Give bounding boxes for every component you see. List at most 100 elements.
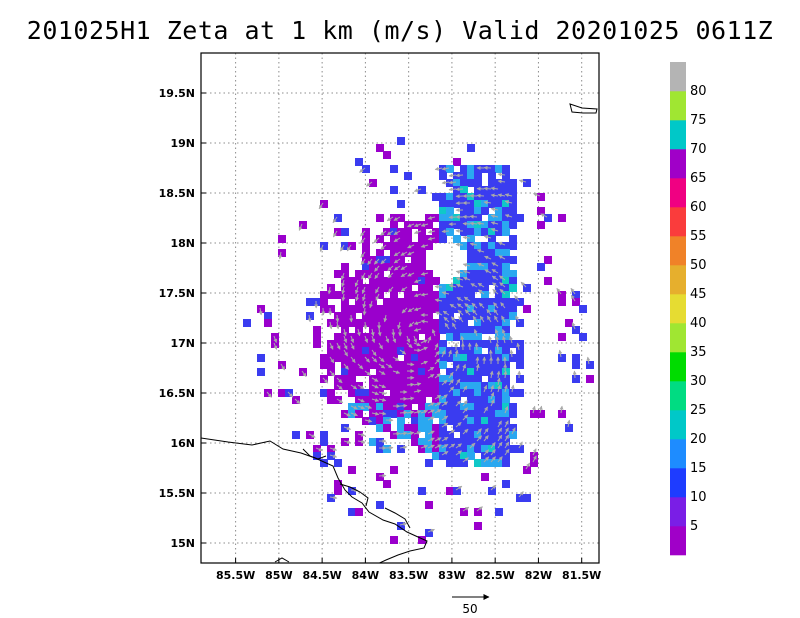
wind-vector <box>457 309 464 316</box>
wind-vector <box>374 265 380 272</box>
echo-cell <box>495 256 503 264</box>
wind-vector <box>393 230 401 236</box>
wind-vector <box>322 377 329 384</box>
wind-vector <box>490 186 499 191</box>
echo-cell <box>446 382 454 390</box>
echo-cell <box>453 389 461 397</box>
echo-cell <box>488 445 496 453</box>
echo-cell <box>432 396 440 404</box>
wind-vector <box>343 412 351 417</box>
wind-vector <box>335 321 340 330</box>
echo-cell <box>334 312 342 320</box>
echo-cell <box>383 403 391 411</box>
colorbar-swatch <box>670 62 686 92</box>
echo-cell <box>411 340 419 348</box>
echo-cell <box>509 424 517 432</box>
echo-cell <box>460 340 468 348</box>
echo-cell <box>404 403 412 411</box>
wind-vector <box>360 258 366 266</box>
echo-cell <box>467 256 475 264</box>
echo-cell <box>341 312 349 320</box>
echo-cell <box>334 354 342 362</box>
wind-vector <box>558 349 563 358</box>
echo-cell <box>432 319 440 327</box>
echo-cell <box>432 277 440 285</box>
wind-vector <box>462 385 468 393</box>
wind-vector <box>420 409 429 414</box>
echo-cell <box>474 179 482 187</box>
echo-cell <box>320 242 328 250</box>
wind-vector <box>434 408 442 414</box>
wind-vector <box>434 373 441 379</box>
echo-cell <box>509 431 517 439</box>
echo-cell <box>355 284 363 292</box>
echo-cell <box>425 312 433 320</box>
echo-cell <box>432 214 440 222</box>
echo-cell <box>495 417 503 425</box>
echo-cell <box>369 284 377 292</box>
echo-cell <box>537 410 545 418</box>
echo-cell <box>488 354 496 362</box>
echo-cell <box>474 340 482 348</box>
echo-cell <box>362 270 370 278</box>
wind-vector <box>373 258 380 265</box>
wind-vector <box>364 370 371 376</box>
echo-cell <box>383 445 391 453</box>
wind-vector <box>448 349 452 358</box>
wind-vector <box>463 276 471 281</box>
echo-cell <box>474 445 482 453</box>
echo-cell <box>453 305 461 313</box>
wind-vector <box>434 166 443 171</box>
wind-vector <box>413 335 418 344</box>
wind-vector <box>258 307 263 316</box>
echo-cell <box>439 235 447 243</box>
reference-vector-label: 50 <box>462 602 477 616</box>
echo-cell <box>383 151 391 159</box>
echo-cell <box>474 347 482 355</box>
echo-cell <box>474 424 482 432</box>
echo-cell <box>509 186 517 194</box>
echo-cell <box>474 368 482 376</box>
wind-vector <box>495 342 500 351</box>
echo-cell <box>446 200 454 208</box>
wind-vector <box>460 335 465 344</box>
wind-vector <box>494 328 499 337</box>
echo-cell <box>418 368 426 376</box>
wind-vector <box>462 407 468 414</box>
echo-cell <box>397 522 405 530</box>
y-tick-label: 16.5N <box>159 387 195 400</box>
echo-cell <box>495 459 503 467</box>
echo-cell <box>446 445 454 453</box>
wind-vector <box>361 272 366 280</box>
y-tick-label: 18.5N <box>159 187 195 200</box>
echo-cell <box>488 200 496 208</box>
echo-cell <box>355 326 363 334</box>
wind-vector <box>483 456 490 463</box>
wind-vector <box>413 223 422 228</box>
wind-vector <box>490 442 496 449</box>
wind-vector <box>427 437 435 442</box>
echo-cell <box>355 158 363 166</box>
echo-cell <box>439 410 447 418</box>
echo-cell <box>495 291 503 299</box>
wind-vector <box>501 328 506 337</box>
echo-cell <box>488 179 496 187</box>
echo-cell <box>411 354 419 362</box>
echo-cell <box>397 298 405 306</box>
wind-vector <box>413 293 422 298</box>
wind-vector <box>475 363 480 372</box>
echo-cell <box>404 263 412 271</box>
wind-vector <box>531 405 536 414</box>
echo-cell <box>453 277 461 285</box>
echo-cell <box>453 221 461 229</box>
wind-vector <box>366 181 373 187</box>
echo-cell <box>432 326 440 334</box>
wind-vector <box>448 180 457 185</box>
wind-vector <box>370 328 375 337</box>
echo-cell <box>453 235 461 243</box>
echo-cell <box>362 389 370 397</box>
echo-cell <box>418 305 426 313</box>
echo-cell <box>355 403 363 411</box>
echo-cell <box>439 326 447 334</box>
wind-vector <box>483 186 492 191</box>
